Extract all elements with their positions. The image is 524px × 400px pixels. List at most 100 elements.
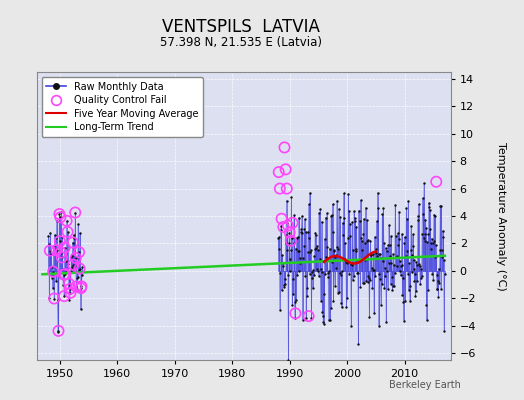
Point <box>77 285 85 291</box>
Point <box>78 272 86 278</box>
Point <box>46 248 54 254</box>
Point <box>71 209 80 216</box>
Point <box>288 302 297 308</box>
Point <box>366 238 375 244</box>
Point <box>283 247 292 254</box>
Point <box>54 329 62 336</box>
Point <box>351 215 359 221</box>
Point <box>284 357 292 363</box>
Point <box>310 272 318 278</box>
Point <box>73 274 82 280</box>
Point <box>45 240 53 247</box>
Point <box>312 245 321 251</box>
Point <box>392 252 401 259</box>
Point <box>350 272 358 279</box>
Point <box>374 190 382 196</box>
Point <box>276 306 284 313</box>
Point <box>413 217 422 224</box>
Point <box>61 271 69 277</box>
Point <box>340 240 348 247</box>
Point <box>378 281 386 288</box>
Point <box>62 218 71 224</box>
Point <box>308 269 316 276</box>
Point <box>320 320 328 327</box>
Point <box>284 272 292 278</box>
Point <box>312 266 321 272</box>
Point <box>357 235 365 241</box>
Point <box>396 257 404 264</box>
Point <box>77 306 85 312</box>
Point <box>292 234 301 241</box>
Point <box>325 267 333 274</box>
Point <box>389 251 397 257</box>
Point <box>333 198 341 204</box>
Point <box>367 252 375 258</box>
Point <box>60 271 68 278</box>
Point <box>304 234 313 241</box>
Point <box>58 254 66 261</box>
Point <box>280 144 289 151</box>
Point <box>423 239 432 246</box>
Point <box>308 275 316 281</box>
Point <box>346 221 354 228</box>
Point <box>352 246 360 252</box>
Point <box>380 265 389 271</box>
Point <box>67 253 75 260</box>
Point <box>51 235 60 242</box>
Point <box>407 246 415 253</box>
Text: Berkeley Earth: Berkeley Earth <box>389 380 461 390</box>
Point <box>283 222 292 229</box>
Point <box>345 208 354 214</box>
Point <box>69 239 77 246</box>
Point <box>355 257 364 263</box>
Point <box>281 281 289 287</box>
Point <box>427 246 435 253</box>
Point <box>441 271 449 278</box>
Point <box>52 247 61 254</box>
Point <box>328 259 336 266</box>
Point <box>429 240 437 246</box>
Point <box>307 248 315 255</box>
Point <box>370 234 379 240</box>
Point <box>349 247 357 253</box>
Point <box>62 269 70 276</box>
Point <box>304 313 313 319</box>
Point <box>390 262 399 268</box>
Point <box>69 239 77 246</box>
Point <box>368 265 376 271</box>
Point <box>46 248 54 254</box>
Point <box>324 317 333 324</box>
Point <box>331 254 340 260</box>
Point <box>379 205 388 211</box>
Point <box>382 319 390 326</box>
Point <box>424 286 432 293</box>
Point <box>279 282 288 289</box>
Point <box>365 274 373 281</box>
Point <box>374 205 382 211</box>
Point <box>298 213 306 219</box>
Point <box>436 285 445 292</box>
Point <box>424 230 432 237</box>
Point <box>414 212 422 219</box>
Point <box>344 235 352 241</box>
Point <box>77 283 85 290</box>
Point <box>296 254 304 261</box>
Point <box>429 277 438 283</box>
Point <box>57 249 65 256</box>
Point <box>292 296 300 303</box>
Point <box>357 197 365 204</box>
Point <box>360 279 368 286</box>
Point <box>435 280 444 286</box>
Point <box>385 222 394 228</box>
Point <box>356 218 364 224</box>
Point <box>317 297 325 304</box>
Point <box>57 209 66 215</box>
Point <box>321 236 329 242</box>
Point <box>71 262 79 268</box>
Point <box>386 253 394 259</box>
Point <box>409 231 417 238</box>
Point <box>392 254 400 260</box>
Point <box>379 240 388 246</box>
Point <box>412 259 420 265</box>
Point <box>287 238 295 244</box>
